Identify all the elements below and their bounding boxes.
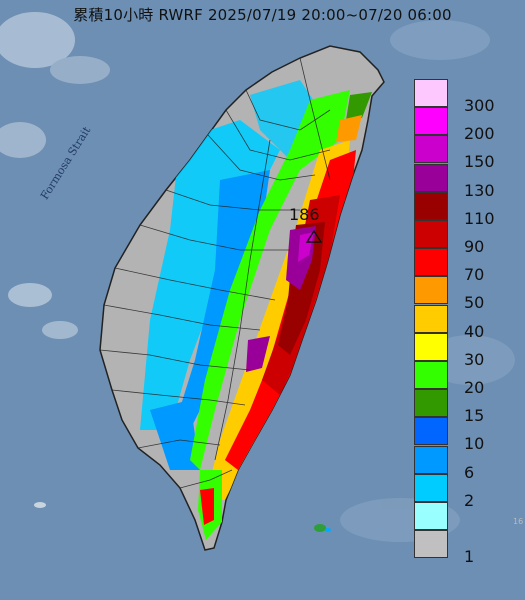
legend-label: 150 — [464, 152, 495, 171]
legend-swatch — [414, 333, 448, 361]
legend-label: 1 — [464, 547, 475, 566]
peak-marker-icon — [305, 229, 323, 243]
edge-mark-label: 16 — [513, 517, 524, 526]
islet-penghu — [34, 502, 46, 508]
map-title: 累積10小時 RWRF 2025/07/19 20:00~07/20 06:00 — [73, 6, 452, 24]
legend-swatch — [414, 220, 448, 248]
legend-label: 200 — [464, 124, 495, 143]
legend-label: 30 — [464, 350, 485, 369]
legend-label: 2 — [464, 491, 475, 510]
peak-value-label: 186 — [289, 205, 320, 224]
legend-swatch — [414, 192, 448, 220]
legend-swatch — [414, 107, 448, 135]
legend-label: 15 — [464, 406, 485, 425]
legend-label: 300 — [464, 96, 495, 115]
legend-label: 130 — [464, 181, 495, 200]
legend-swatch — [414, 305, 448, 333]
legend-swatch — [414, 502, 448, 530]
legend-swatch — [414, 389, 448, 417]
legend-swatch — [414, 164, 448, 192]
legend-label: 50 — [464, 293, 485, 312]
legend-label: 110 — [464, 209, 495, 228]
legend-label: 10 — [464, 434, 485, 453]
legend-label: 20 — [464, 378, 485, 397]
legend-swatch — [414, 361, 448, 389]
legend-swatch — [414, 417, 448, 445]
legend-swatch — [414, 248, 448, 276]
legend-swatch — [414, 530, 448, 558]
islet-lanyu — [325, 528, 331, 532]
legend-label: 6 — [464, 463, 475, 482]
legend-swatch — [414, 474, 448, 502]
legend-label: 70 — [464, 265, 485, 284]
legend-swatch — [414, 79, 448, 107]
legend-label: 40 — [464, 322, 485, 341]
legend-swatch — [414, 276, 448, 304]
legend-label: 90 — [464, 237, 485, 256]
islet-green-island — [314, 524, 326, 532]
county-boundaries — [99, 57, 331, 489]
legend-swatch — [414, 446, 448, 474]
legend-swatch — [414, 135, 448, 163]
